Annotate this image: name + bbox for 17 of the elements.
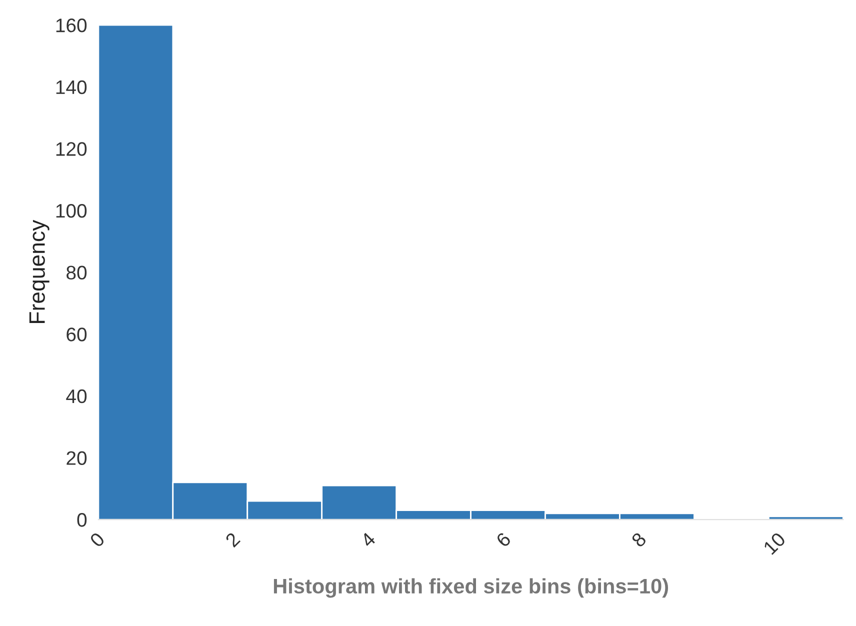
x-tick-label: 8 — [630, 532, 647, 548]
y-tick-label: 100 — [56, 204, 87, 218]
y-tick-label: 40 — [66, 389, 87, 404]
y-tick-label: 120 — [56, 142, 87, 156]
y-tick-label: 160 — [56, 18, 87, 32]
y-tick-label: 0 — [77, 513, 87, 527]
y-axis-title: Frequency — [29, 220, 50, 323]
x-tick-label: 2 — [224, 532, 241, 548]
x-tick-label: 4 — [360, 532, 376, 548]
x-tick-label: 6 — [495, 532, 512, 548]
y-tick-label: 140 — [56, 80, 87, 94]
x-tick-label: 0 — [89, 532, 106, 548]
y-tick-label: 80 — [66, 266, 87, 280]
x-tick-label: 10 — [762, 532, 786, 556]
x-axis-title: Histogram with fixed size bins (bins=10) — [274, 578, 668, 598]
y-tick-label: 20 — [66, 451, 87, 465]
y-tick-label: 60 — [66, 328, 87, 342]
